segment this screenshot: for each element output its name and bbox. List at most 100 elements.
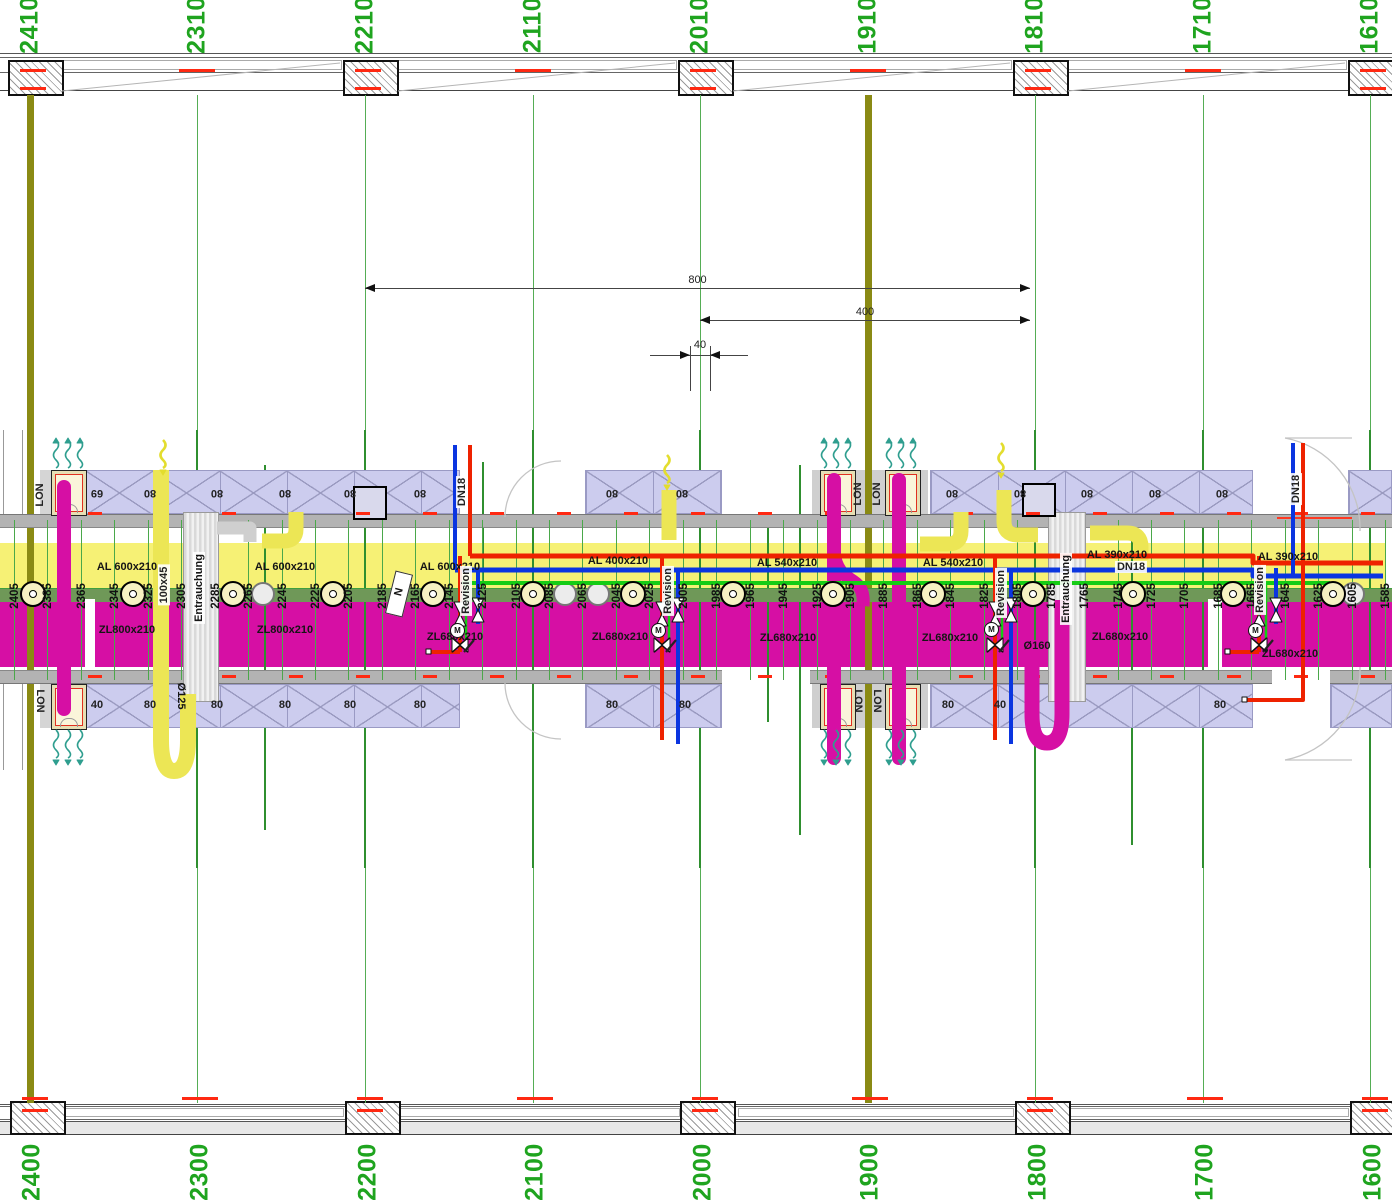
red-tick-mark — [557, 675, 571, 678]
text-label-dn18: DN18 — [456, 475, 468, 509]
station-number: 1925 — [811, 583, 824, 609]
grid-axis-label-top: 2010 — [685, 0, 714, 54]
station-number: 2125 — [477, 583, 490, 609]
grid-axis-label-bottom: 2400 — [17, 1143, 46, 1200]
facade-column-hatch — [8, 60, 64, 96]
air-wave-arrow — [909, 439, 917, 469]
red-tick-mark — [355, 69, 381, 72]
station-number: 2045 — [610, 583, 623, 609]
gray-duct-elbow — [217, 521, 257, 542]
red-tick-mark — [825, 675, 839, 678]
red-tick-mark — [1027, 1097, 1053, 1100]
lon-box-arc — [829, 718, 847, 727]
red-tick-mark — [355, 87, 381, 90]
air-arrow-head — [832, 759, 840, 766]
text-label-entrauchung: Entrauchung — [193, 552, 205, 624]
air-wave-arrow — [897, 729, 905, 759]
station-number: 1865 — [911, 583, 924, 609]
damper-circle — [1220, 581, 1246, 607]
station-number: 2365 — [75, 583, 88, 609]
band-gap — [85, 599, 95, 669]
grid-axis-label-bottom: 2200 — [353, 1143, 382, 1200]
text-label-lon: LON — [852, 482, 864, 506]
red-tick-mark — [357, 1097, 383, 1100]
red-tick-mark — [1360, 69, 1386, 72]
grid-axis-label-top: 1810 — [1020, 0, 1049, 54]
panel-size-label: 80 — [605, 487, 619, 499]
grid-axis-label-bottom: 1800 — [1023, 1143, 1052, 1200]
station-line — [448, 520, 450, 680]
facade-column-hatch — [1013, 60, 1069, 96]
panel-size-label: 80 — [1080, 487, 1094, 499]
facade-top-outline — [0, 53, 1392, 54]
panel-size-label: 69 — [90, 487, 104, 499]
damper-dot — [429, 590, 437, 598]
lon-diffuser-box — [820, 470, 856, 516]
red-tick-mark — [155, 675, 169, 678]
panel-size-label: 80 — [413, 487, 427, 499]
text-label-lon: LON — [34, 483, 46, 507]
glazing-segment — [738, 1108, 1014, 1117]
damper-circle — [620, 581, 646, 607]
damper-dot — [329, 590, 337, 598]
station-number: 2025 — [644, 583, 657, 609]
damper-dot — [829, 590, 837, 598]
motor-valve-m: M — [651, 623, 666, 638]
red-tick-mark — [490, 675, 504, 678]
motor-valve-m: M — [984, 622, 999, 637]
red-tick-mark — [825, 512, 839, 515]
station-line — [14, 520, 15, 680]
intermediate-green-line — [767, 520, 769, 722]
grid-axis-core — [363, 430, 367, 868]
ceiling-panel-segment — [85, 684, 460, 728]
wall-fragment — [22, 682, 23, 770]
red-tick-mark — [1027, 1109, 1053, 1112]
lon-diffuser-box — [820, 684, 856, 730]
station-number: 1825 — [978, 583, 991, 609]
dim-label: 800 — [688, 274, 707, 286]
red-tick-mark — [557, 512, 571, 515]
text-label-dn18: DN18 — [1290, 472, 1302, 506]
red-tick-mark — [1093, 675, 1107, 678]
grid-axis-core — [1201, 430, 1205, 868]
panel-size-label: 80 — [941, 699, 955, 711]
ceiling-panel-segment — [930, 684, 1253, 728]
panel-size-label: 40 — [90, 699, 104, 711]
supply-duct-label: ZL800x210 — [256, 624, 314, 636]
wall-fragment — [3, 682, 4, 770]
station-number: 1845 — [945, 583, 958, 609]
air-wave-arrow — [820, 439, 828, 469]
grid-axis-label-bottom: 1700 — [1190, 1143, 1219, 1200]
panel-size-label: 80 — [1013, 487, 1027, 499]
red-tick-mark — [490, 512, 504, 515]
damper-circle-open — [251, 582, 275, 606]
damper-circle — [1320, 581, 1346, 607]
station-line — [749, 520, 751, 680]
red-tick-mark — [959, 512, 973, 515]
station-number: 1705 — [1179, 583, 1192, 609]
red-tick-mark — [222, 512, 236, 515]
red-tick-mark — [88, 512, 102, 515]
air-arrow-head — [64, 759, 72, 766]
grid-axis-label-top: 1710 — [1188, 0, 1217, 54]
air-arrow-head — [897, 437, 905, 444]
text-label-revision: Revision — [662, 566, 674, 616]
panel-size-label: 80 — [413, 699, 427, 711]
station-line — [515, 520, 517, 680]
red-tick-mark — [1187, 1097, 1223, 1100]
red-tick-mark — [1025, 69, 1051, 72]
dim-arrow — [365, 284, 375, 292]
intermediate-green-line — [264, 465, 266, 830]
red-tick-mark — [515, 69, 551, 72]
door-gap-red-line — [1277, 517, 1352, 519]
grid-axis-label-bottom: 2300 — [185, 1143, 214, 1200]
damper-circle — [420, 581, 446, 607]
panel-size-label: 80 — [210, 487, 224, 499]
text-label-160: Ø160 — [1023, 640, 1051, 652]
red-tick-mark — [1026, 675, 1040, 678]
lon-diffuser-box — [885, 684, 921, 730]
air-arrow-head — [909, 759, 917, 766]
red-tick-mark — [20, 87, 46, 90]
red-tick-mark — [1362, 1097, 1388, 1100]
damper-dot — [929, 590, 937, 598]
